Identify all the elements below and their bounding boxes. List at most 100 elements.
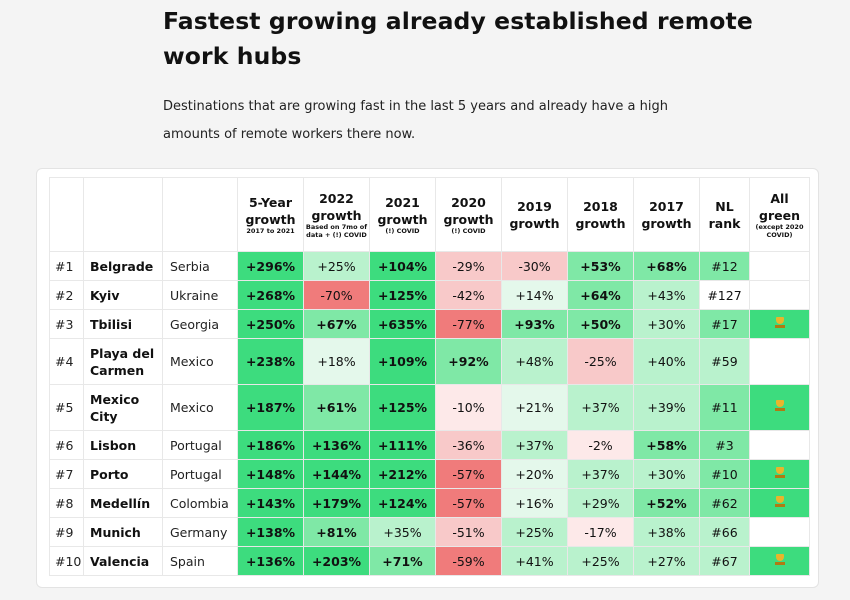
- growth-cell: +38%: [633, 517, 700, 547]
- all-green-cell: [749, 251, 810, 281]
- city-cell: Munich: [83, 517, 163, 547]
- country-cell: Ukraine: [162, 280, 238, 310]
- rank-cell: #5: [49, 384, 84, 431]
- column-header-label: NL rank: [708, 198, 741, 231]
- column-header: 5-Year growth 2017 to 2021: [237, 177, 304, 252]
- growth-cell: +25%: [501, 517, 568, 547]
- all-green-cell: [749, 430, 810, 460]
- growth-cell: +18%: [303, 338, 370, 385]
- city-cell: Mexico City: [83, 384, 163, 431]
- column-header-label: 5-Year growth: [245, 194, 296, 227]
- growth-cell: +268%: [237, 280, 304, 310]
- all-green-cell: [749, 517, 810, 547]
- all-green-cell: [749, 280, 810, 310]
- growth-cell: -17%: [567, 517, 634, 547]
- country-cell: Mexico: [162, 338, 238, 385]
- growth-cell: +37%: [567, 384, 634, 431]
- rank-cell: #2: [49, 280, 84, 310]
- table-card: 5-Year growth 2017 to 2021 2022 growth Base…: [36, 168, 819, 588]
- column-header: [49, 177, 84, 252]
- growth-cell: +68%: [633, 251, 700, 281]
- growth-cell: +27%: [633, 546, 700, 576]
- growth-cell: +16%: [501, 488, 568, 518]
- column-header-note: (!) COVID: [385, 226, 420, 235]
- growth-cell: +50%: [567, 309, 634, 339]
- column-header: 2019 growth: [501, 177, 568, 252]
- city-cell: Lisbon: [83, 430, 163, 460]
- column-header: 2022 growth Based on 7mo of data + (!) CO…: [303, 177, 370, 252]
- country-cell: Portugal: [162, 459, 238, 489]
- nl-rank-cell: #127: [699, 280, 750, 310]
- growth-cell: +64%: [567, 280, 634, 310]
- growth-cell: +212%: [369, 459, 436, 489]
- column-header: [83, 177, 163, 252]
- growth-cell: -59%: [435, 546, 502, 576]
- growth-cell: +203%: [303, 546, 370, 576]
- growth-cell: +14%: [501, 280, 568, 310]
- growth-cell: +53%: [567, 251, 634, 281]
- growth-cell: +52%: [633, 488, 700, 518]
- growth-cell: +125%: [369, 384, 436, 431]
- growth-cell: +109%: [369, 338, 436, 385]
- growth-cell: +250%: [237, 309, 304, 339]
- table-row: #9 Munich Germany +138% +81% +35% -51% +25% -17%…: [49, 517, 810, 547]
- growth-cell: +143%: [237, 488, 304, 518]
- growth-cell: +81%: [303, 517, 370, 547]
- growth-cell: +35%: [369, 517, 436, 547]
- growth-cell: +20%: [501, 459, 568, 489]
- growth-cell: -36%: [435, 430, 502, 460]
- rank-cell: #4: [49, 338, 84, 385]
- city-cell: Kyiv: [83, 280, 163, 310]
- trophy-icon: [774, 553, 785, 566]
- growth-cell: +186%: [237, 430, 304, 460]
- growth-cell: +635%: [369, 309, 436, 339]
- growth-cell: +71%: [369, 546, 436, 576]
- growth-cell: +136%: [303, 430, 370, 460]
- growth-cell: +25%: [567, 546, 634, 576]
- city-cell: Playa del Carmen: [83, 338, 163, 385]
- all-green-cell: [749, 546, 810, 576]
- growth-cell: +21%: [501, 384, 568, 431]
- table-row: #10 Valencia Spain +136% +203% +71% -59% +41% +2…: [49, 546, 810, 576]
- rank-cell: #8: [49, 488, 84, 518]
- column-header: All green (except 2020 COVID): [749, 177, 810, 252]
- growth-cell: +136%: [237, 546, 304, 576]
- growth-cell: +111%: [369, 430, 436, 460]
- growth-cell: -42%: [435, 280, 502, 310]
- column-header: NL rank: [699, 177, 750, 252]
- growth-cell: +40%: [633, 338, 700, 385]
- table-row: #6 Lisbon Portugal +186% +136% +111% -36% +37% -…: [49, 430, 810, 460]
- growth-cell: +92%: [435, 338, 502, 385]
- nl-rank-cell: #12: [699, 251, 750, 281]
- column-header-label: All green: [759, 191, 800, 223]
- growth-cell: +30%: [633, 309, 700, 339]
- growth-cell: +124%: [369, 488, 436, 518]
- nl-rank-cell: #59: [699, 338, 750, 385]
- growth-cell: +138%: [237, 517, 304, 547]
- growth-cell: +41%: [501, 546, 568, 576]
- column-header-note: 2017 to 2021: [246, 226, 295, 235]
- table-row: #3 Tbilisi Georgia +250% +67% +635% -77% +93% +5…: [49, 309, 810, 339]
- country-cell: Mexico: [162, 384, 238, 431]
- nl-rank-cell: #17: [699, 309, 750, 339]
- rank-cell: #3: [49, 309, 84, 339]
- column-header-label: 2019 growth: [509, 198, 560, 231]
- column-header-label: 2021 growth: [377, 194, 428, 227]
- table-row: #1 Belgrade Serbia +296% +25% +104% -29% -30% +5…: [49, 251, 810, 281]
- growth-cell: +58%: [633, 430, 700, 460]
- column-header-label: 2022 growth: [311, 191, 362, 223]
- table-row: #5 Mexico City Mexico +187% +61% +125% -10% +21…: [49, 384, 810, 431]
- growth-cell: -77%: [435, 309, 502, 339]
- column-header-note: (except 2020 COVID): [755, 223, 804, 239]
- growth-cell: +37%: [567, 459, 634, 489]
- trophy-icon: [774, 316, 785, 329]
- growth-cell: +37%: [501, 430, 568, 460]
- growth-cell: +93%: [501, 309, 568, 339]
- growth-cell: +144%: [303, 459, 370, 489]
- country-cell: Colombia: [162, 488, 238, 518]
- growth-cell: +125%: [369, 280, 436, 310]
- table-row: #7 Porto Portugal +148% +144% +212% -57% +20% +3…: [49, 459, 810, 489]
- table-row: #2 Kyiv Ukraine +268% -70% +125% -42% +14% +64% +…: [49, 280, 810, 310]
- all-green-cell: [749, 384, 810, 431]
- table-row: #4 Playa del Carmen Mexico +238% +18% +109% +9…: [49, 338, 810, 385]
